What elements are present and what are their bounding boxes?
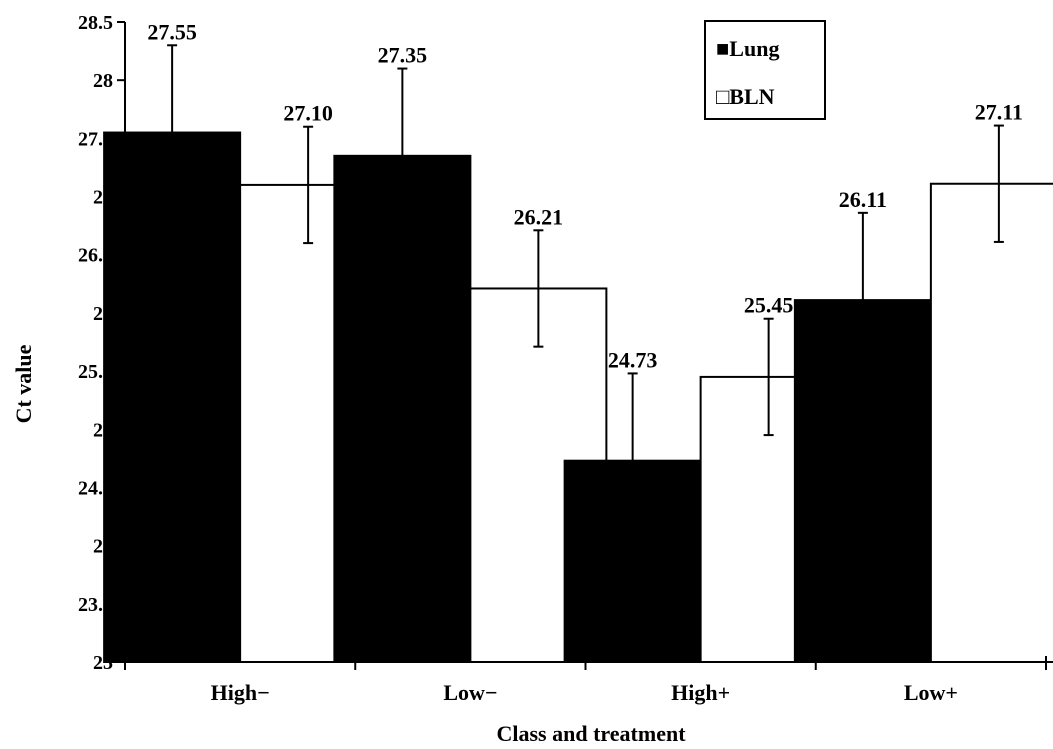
- x-tick-label: High−: [211, 680, 270, 705]
- value-label-lung: 24.73: [608, 347, 658, 372]
- y-tick-label: 28: [93, 70, 113, 92]
- x-tick-label: Low−: [443, 680, 497, 705]
- x-tick-label: High+: [671, 680, 730, 705]
- value-label-lung: 26.11: [839, 187, 887, 212]
- y-tick-label: 28.5: [78, 12, 113, 34]
- value-label-lung: 27.55: [147, 19, 197, 44]
- bar-bln: [929, 182, 1053, 663]
- value-label-lung: 27.35: [378, 43, 428, 68]
- value-label-bln: 27.11: [975, 100, 1023, 125]
- legend-marker-bln: □: [716, 84, 729, 109]
- legend-label-lung: Lung: [729, 36, 779, 61]
- x-axis-ticks: High− Low− High+ Low+: [124, 662, 1047, 705]
- value-label-bln: 25.45: [744, 293, 794, 318]
- y-axis-title: Ct value: [11, 344, 36, 423]
- value-label-bln: 27.10: [283, 101, 333, 126]
- legend: ■Lung □BLN: [704, 20, 826, 120]
- legend-marker-lung: ■: [716, 36, 729, 61]
- legend-entry-lung: ■Lung: [716, 36, 779, 61]
- legend-entry-bln: □BLN: [716, 84, 775, 109]
- value-label-bln: 26.21: [514, 204, 564, 229]
- x-tick-label: Low+: [904, 680, 958, 705]
- legend-box: [704, 20, 826, 120]
- bars: [103, 131, 1053, 664]
- legend-label-bln: BLN: [729, 84, 774, 109]
- value-labels: 27.55 27.10 27.35 26.21 24.73 25.45 26.11 27.11: [147, 19, 1023, 372]
- error-bars: [167, 44, 1004, 549]
- x-axis-title: Class and treatment: [496, 721, 686, 746]
